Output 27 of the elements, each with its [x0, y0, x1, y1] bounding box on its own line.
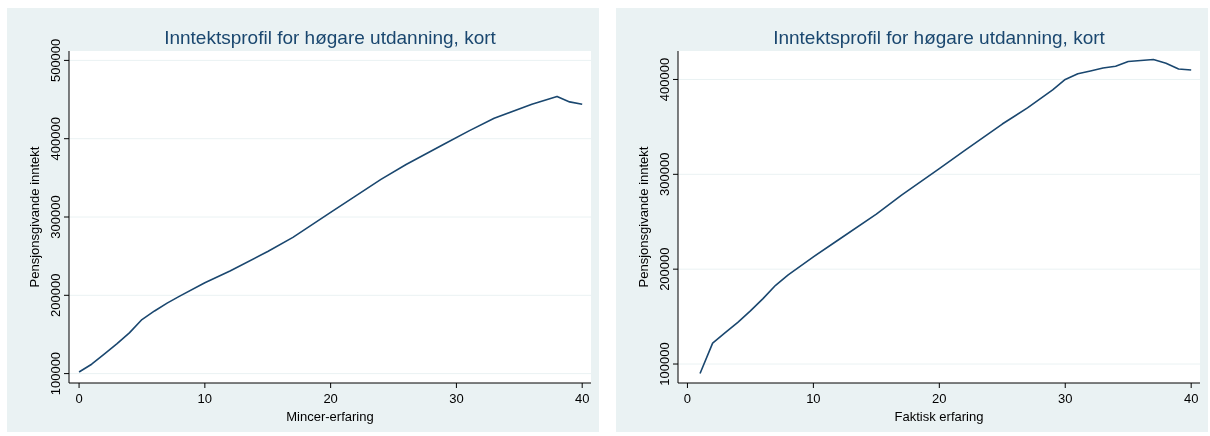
line-series	[78, 95, 583, 373]
line-series	[699, 58, 1192, 375]
x-tick-label: 40	[1183, 391, 1199, 406]
x-tick-label: 20	[323, 391, 338, 406]
y-tick-label: 200000	[657, 247, 672, 291]
x-tick-label: 10	[197, 391, 213, 406]
y-tick-label: 500000	[48, 38, 63, 83]
x-tick-label: 0	[683, 391, 692, 406]
x-axis-title: Mincer-erfaring	[286, 409, 374, 424]
x-tick-label: 40	[574, 391, 590, 406]
x-tick-label: 20	[932, 391, 947, 406]
y-tick-label: 400000	[48, 117, 63, 161]
y-tick-label: 300000	[657, 152, 672, 197]
y-axis-title: Pensjonsgivande inntekt	[636, 146, 651, 288]
chart-title: Inntektsprofil for høgare utdanning, kort	[773, 27, 1106, 48]
y-tick-label: 300000	[48, 195, 63, 239]
y-tick-label: 100000	[657, 342, 672, 386]
y-tick-label: 400000	[657, 57, 672, 102]
chart-title: Inntektsprofil for høgare utdanning, kort	[164, 27, 497, 48]
x-tick-label: 10	[806, 391, 821, 406]
x-tick-label: 30	[1058, 391, 1073, 406]
y-tick-label: 100000	[48, 351, 63, 396]
x-axis-title: Faktisk erfaring	[894, 409, 984, 424]
x-tick-label: 30	[449, 391, 464, 406]
y-axis-title: Pensjonsgivande inntekt	[27, 146, 42, 288]
y-tick-label: 200000	[48, 273, 63, 317]
x-tick-label: 0	[75, 391, 83, 406]
